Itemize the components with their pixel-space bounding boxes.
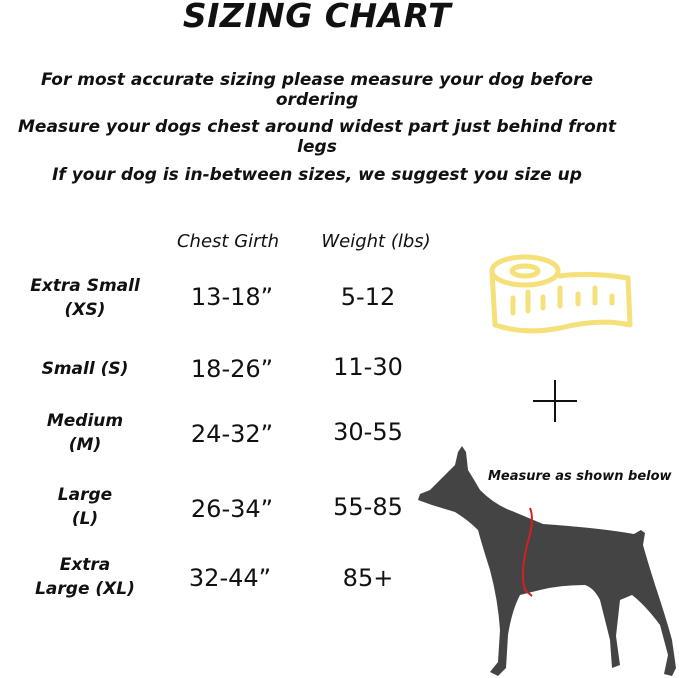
- instruction-2: Measure your dogs chest around widest pa…: [18, 117, 616, 157]
- chest-value: 13-18”: [190, 283, 274, 311]
- measure-note: Measure as shown below: [488, 469, 672, 484]
- plus-icon: [533, 380, 577, 422]
- chest-value: 32-44”: [188, 564, 272, 592]
- weight-value: 85+: [342, 564, 394, 592]
- tape-measure-icon: [489, 254, 633, 334]
- size-label: (M): [68, 435, 102, 455]
- chest-value: 18-26”: [190, 355, 274, 383]
- size-label: Small (S): [41, 359, 129, 379]
- size-label: (L): [71, 509, 99, 529]
- header-chest-girth: Chest Girth: [176, 231, 280, 252]
- instruction-1: For most accurate sizing please measure …: [41, 70, 593, 110]
- dog-silhouette: [418, 446, 676, 676]
- chest-value: 24-32”: [190, 420, 274, 448]
- size-label: Extra: [59, 555, 111, 575]
- measure-line: [521, 507, 533, 597]
- weight-value: 5-12: [340, 283, 396, 311]
- size-label: Extra Small: [30, 276, 140, 296]
- size-label: Medium: [46, 411, 124, 431]
- header-weight: Weight (lbs): [321, 231, 431, 252]
- weight-value: 11-30: [333, 353, 403, 381]
- chest-value: 26-34”: [190, 495, 274, 523]
- size-label: Large: [57, 485, 113, 505]
- weight-value: 30-55: [333, 418, 403, 446]
- size-label: Large (XL): [35, 579, 135, 599]
- page-title: SIZING CHART: [182, 0, 452, 35]
- weight-value: 55-85: [333, 493, 403, 521]
- instruction-3: If your dog is in-between sizes, we sugg…: [52, 165, 582, 185]
- size-label: (XS): [64, 300, 106, 320]
